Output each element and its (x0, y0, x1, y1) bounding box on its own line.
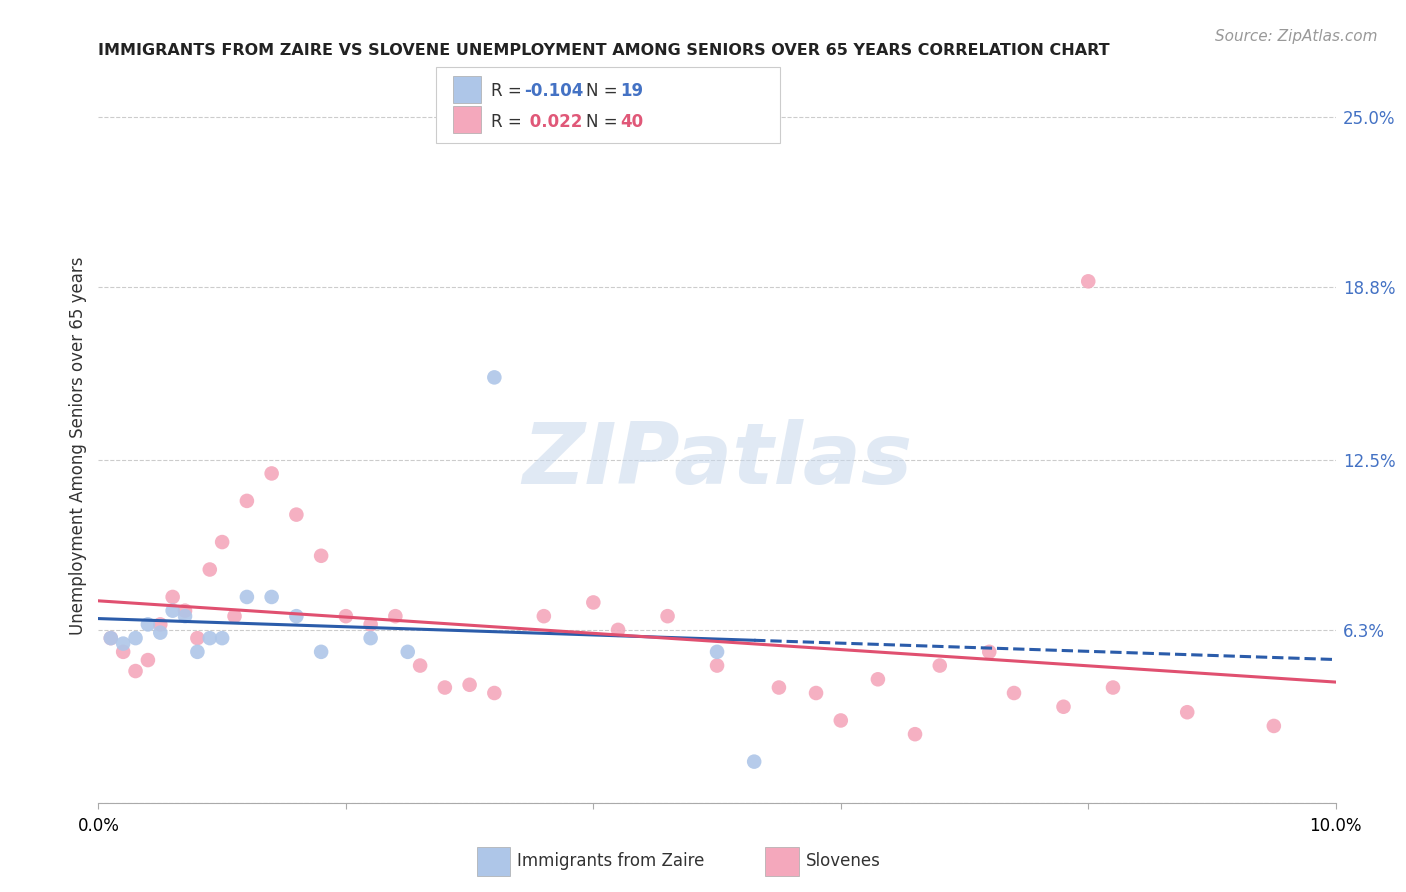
Point (198, 562, 221, 576)
Point (236, 494, 259, 508)
Point (1175, 705, 1198, 719)
Point (1263, 719, 1285, 733)
Text: 40: 40 (620, 112, 643, 130)
Point (360, 631, 382, 645)
Point (124, 631, 146, 645)
Point (149, 625, 172, 640)
Text: ZIPatlas: ZIPatlas (522, 418, 912, 502)
Point (198, 631, 221, 645)
Point (236, 590, 259, 604)
Point (433, 681, 456, 695)
Point (260, 467, 283, 481)
Point (149, 617, 172, 632)
Text: 19: 19 (620, 82, 643, 101)
Point (112, 637, 135, 651)
Point (768, 681, 790, 695)
Point (162, 590, 184, 604)
Point (384, 609, 406, 624)
Point (866, 673, 889, 687)
Point (1102, 681, 1125, 695)
Point (409, 658, 432, 673)
Point (979, 645, 1001, 659)
Text: Immigrants from Zaire: Immigrants from Zaire (517, 852, 704, 870)
Point (742, 755, 765, 769)
Point (607, 623, 630, 637)
Point (186, 645, 208, 659)
Point (100, 631, 122, 645)
Point (484, 686, 506, 700)
Point (136, 617, 159, 632)
Point (174, 609, 197, 624)
Point (211, 535, 233, 549)
Point (533, 609, 555, 624)
Text: N =: N = (586, 112, 623, 130)
Point (706, 658, 728, 673)
Point (100, 631, 122, 645)
Point (224, 609, 246, 624)
Point (360, 617, 382, 632)
Point (335, 609, 357, 624)
Text: Source: ZipAtlas.com: Source: ZipAtlas.com (1215, 29, 1378, 44)
Text: IMMIGRANTS FROM ZAIRE VS SLOVENE UNEMPLOYMENT AMONG SENIORS OVER 65 YEARS CORREL: IMMIGRANTS FROM ZAIRE VS SLOVENE UNEMPLO… (98, 43, 1111, 58)
Point (1052, 699, 1074, 714)
Point (124, 664, 146, 678)
Point (706, 645, 728, 659)
Point (285, 609, 308, 624)
Point (211, 631, 233, 645)
Point (458, 678, 481, 692)
Text: R =: R = (491, 82, 527, 101)
Point (804, 686, 827, 700)
Text: -0.104: -0.104 (524, 82, 583, 101)
Point (136, 653, 159, 667)
Y-axis label: Unemployment Among Seniors over 65 years: Unemployment Among Seniors over 65 years (69, 257, 87, 635)
Point (309, 645, 332, 659)
Point (1002, 686, 1025, 700)
Point (112, 645, 135, 659)
Text: 0.022: 0.022 (524, 112, 583, 130)
Text: N =: N = (586, 82, 623, 101)
Point (582, 595, 605, 609)
Point (396, 645, 419, 659)
Text: R =: R = (491, 112, 527, 130)
Point (174, 604, 197, 618)
Point (657, 609, 679, 624)
Text: Slovenes: Slovenes (806, 852, 880, 870)
Point (928, 658, 950, 673)
Point (484, 370, 506, 384)
Point (830, 714, 852, 728)
Point (285, 508, 308, 522)
Point (1077, 274, 1099, 288)
Point (260, 590, 283, 604)
Point (186, 631, 208, 645)
Point (162, 604, 184, 618)
Point (904, 727, 927, 741)
Point (309, 549, 332, 563)
